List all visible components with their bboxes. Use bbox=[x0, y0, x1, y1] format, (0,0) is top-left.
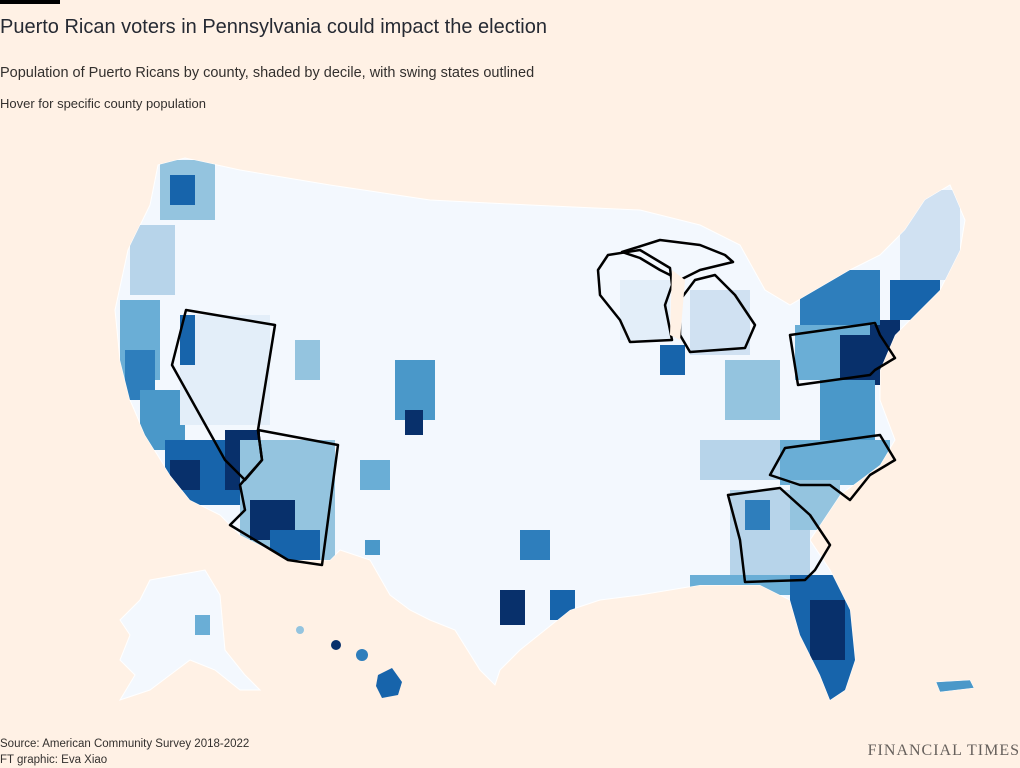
wisconsin-outline[interactable] bbox=[596, 248, 674, 344]
michigan-upper-outline[interactable] bbox=[620, 238, 735, 282]
hawaii-kauai[interactable] bbox=[331, 640, 341, 650]
county-cluster-new-england[interactable] bbox=[900, 190, 960, 280]
hawaii-big-island[interactable] bbox=[376, 668, 402, 698]
county-cluster-mi[interactable] bbox=[690, 290, 750, 355]
hawaii-maui[interactable] bbox=[356, 649, 368, 661]
county-cluster-tx-elpaso[interactable] bbox=[365, 540, 380, 555]
chart-title: Puerto Rican voters in Pennsylvania coul… bbox=[0, 16, 547, 38]
county-cluster-co-denver[interactable] bbox=[405, 410, 423, 435]
county-cluster-ct-ma[interactable] bbox=[890, 280, 940, 320]
puerto-rico-shape[interactable] bbox=[935, 679, 975, 693]
ft-logo[interactable]: FINANCIAL TIMES bbox=[867, 742, 1020, 759]
county-cluster-wi[interactable] bbox=[620, 280, 670, 340]
county-cluster-fl-orlando[interactable] bbox=[810, 600, 845, 660]
alaska-region bbox=[118, 569, 262, 701]
county-cluster-ga-atlanta[interactable] bbox=[745, 500, 770, 530]
county-cluster-ca-la[interactable] bbox=[170, 460, 200, 490]
lake-michigan bbox=[670, 270, 685, 340]
alaska-anchorage[interactable] bbox=[195, 615, 210, 635]
hover-instruction: Hover for specific county population bbox=[0, 96, 206, 111]
county-cluster-oh[interactable] bbox=[725, 360, 780, 420]
brand-bar bbox=[0, 0, 60, 4]
swing-state-outlines bbox=[170, 238, 897, 584]
pennsylvania-outline[interactable] bbox=[788, 321, 897, 387]
county-cluster-nm[interactable] bbox=[360, 460, 390, 490]
alaska-shape[interactable] bbox=[118, 569, 262, 701]
source-note: Source: American Community Survey 2018-2… bbox=[0, 738, 250, 750]
county-cluster-wa-seattle[interactable] bbox=[170, 175, 195, 205]
county-cluster-va-dc[interactable] bbox=[820, 380, 875, 440]
arizona-outline[interactable] bbox=[228, 428, 340, 567]
michigan-lower-outline[interactable] bbox=[678, 273, 757, 354]
county-shading bbox=[120, 160, 960, 700]
county-cluster-ny-upstate[interactable] bbox=[800, 270, 880, 325]
chart-subtitle: Population of Puerto Ricans by county, s… bbox=[0, 65, 535, 81]
hawaii-oahu[interactable] bbox=[296, 626, 304, 634]
county-cluster-nv-reno[interactable] bbox=[180, 315, 195, 365]
us-county-map[interactable] bbox=[0, 130, 1020, 730]
county-cluster-tx-sa[interactable] bbox=[500, 590, 525, 625]
hawaii-region bbox=[296, 626, 402, 698]
puerto-rico-region bbox=[935, 679, 975, 693]
county-cluster-fl-panhandle[interactable] bbox=[690, 575, 790, 595]
county-cluster-ut[interactable] bbox=[295, 340, 320, 380]
county-cluster-tx-dfw[interactable] bbox=[520, 530, 550, 560]
county-cluster-il-chicago[interactable] bbox=[660, 345, 685, 375]
county-cluster-az-tucson[interactable] bbox=[270, 530, 320, 565]
georgia-outline[interactable] bbox=[726, 486, 832, 584]
county-cluster-tn[interactable] bbox=[700, 440, 780, 480]
north-carolina-outline[interactable] bbox=[768, 433, 897, 502]
county-cluster-tx-houston[interactable] bbox=[550, 590, 575, 620]
county-cluster-or[interactable] bbox=[130, 225, 175, 295]
graphic-credit: FT graphic: Eva Xiao bbox=[0, 754, 108, 766]
